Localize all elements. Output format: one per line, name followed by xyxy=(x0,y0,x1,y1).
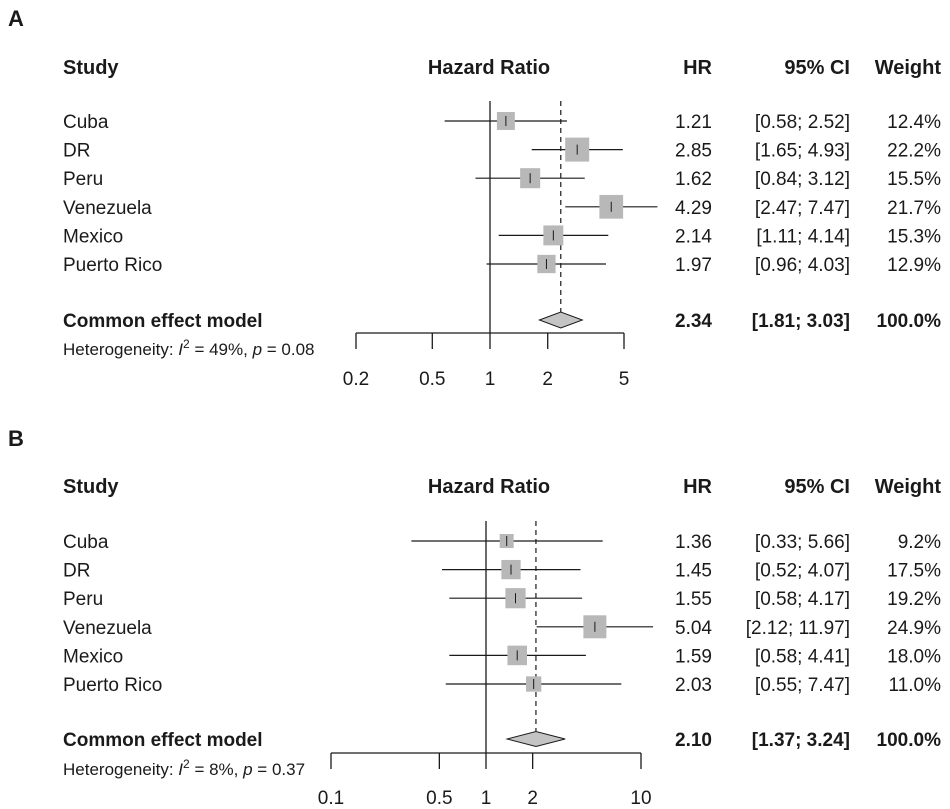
summary-weight-value: 100.0% xyxy=(877,311,942,332)
x-tick-label: 0.5 xyxy=(426,788,452,809)
summary-ci-value: [1.81; 3.03] xyxy=(752,311,850,332)
hr-value: 1.21 xyxy=(675,112,712,133)
header-study: Study xyxy=(63,476,119,498)
heterogeneity-text: Heterogeneity: I2 = 49%, p = 0.08 xyxy=(63,337,315,359)
ci-value: [0.84; 3.12] xyxy=(755,169,850,190)
heterogeneity-text: Heterogeneity: I2 = 8%, p = 0.37 xyxy=(63,757,305,779)
weight-value: 21.7% xyxy=(887,198,941,219)
study-name: DR xyxy=(63,141,90,162)
study-name: Cuba xyxy=(63,112,109,133)
study-name: Puerto Rico xyxy=(63,255,162,276)
i-squared-exponent: 2 xyxy=(183,757,190,771)
weight-value: 18.0% xyxy=(887,646,941,667)
heterogeneity-prefix: Heterogeneity: xyxy=(63,340,178,359)
weight-value: 11.0% xyxy=(889,675,942,696)
summary-hr-value: 2.10 xyxy=(675,730,712,751)
study-name: Venezuela xyxy=(63,618,152,639)
hr-value: 5.04 xyxy=(675,618,712,639)
hr-value: 1.97 xyxy=(675,255,712,276)
ci-value: [2.12; 11.97] xyxy=(746,618,850,639)
weight-value: 12.4% xyxy=(887,112,941,133)
forest-panel-a: A Study Hazard Ratio HR 95% CI Weight Cuba 1.21… xyxy=(8,6,941,390)
summary-label: Common effect model xyxy=(63,311,263,332)
header-weight: Weight xyxy=(875,476,942,498)
x-tick-label: 1 xyxy=(481,788,492,809)
weight-value: 24.9% xyxy=(887,618,941,639)
summary-weight-value: 100.0% xyxy=(877,730,942,751)
ci-value: [0.96; 4.03] xyxy=(755,255,850,276)
study-name: Mexico xyxy=(63,226,123,247)
weight-value: 15.5% xyxy=(887,169,941,190)
i-squared-symbol: I xyxy=(178,760,183,779)
ci-value: [0.58; 4.17] xyxy=(755,589,850,610)
hr-value: 1.59 xyxy=(675,646,712,667)
x-tick-label: 2 xyxy=(527,788,538,809)
hr-value: 1.62 xyxy=(675,169,712,190)
heterogeneity-prefix: Heterogeneity: xyxy=(63,760,178,779)
p-value: = 0.08 xyxy=(262,340,314,359)
x-tick-label: 10 xyxy=(630,788,651,809)
summary-diamond xyxy=(537,311,584,329)
panel-letter: A xyxy=(8,6,24,31)
hr-value: 2.85 xyxy=(675,141,712,162)
hr-value: 4.29 xyxy=(675,198,712,219)
x-tick-label: 1 xyxy=(485,369,496,390)
summary-label: Common effect model xyxy=(63,730,263,751)
study-name: Puerto Rico xyxy=(63,675,162,696)
weight-value: 9.2% xyxy=(898,532,941,553)
header-hazard-ratio: Hazard Ratio xyxy=(428,476,550,498)
summary-diamond xyxy=(505,730,566,748)
study-name: Peru xyxy=(63,169,103,190)
study-name: Cuba xyxy=(63,532,109,553)
header-ci: 95% CI xyxy=(784,476,850,498)
study-name: Venezuela xyxy=(63,198,152,219)
x-tick-label: 0.5 xyxy=(419,369,445,390)
i-squared-value: = 49%, xyxy=(190,340,253,359)
hr-value: 2.03 xyxy=(675,675,712,696)
summary-ci-value: [1.37; 3.24] xyxy=(752,730,850,751)
x-tick-label: 2 xyxy=(542,369,553,390)
ci-value: [1.65; 4.93] xyxy=(755,141,850,162)
header-ci: 95% CI xyxy=(784,57,850,79)
weight-value: 22.2% xyxy=(887,141,941,162)
ci-value: [0.33; 5.66] xyxy=(755,532,850,553)
ci-value: [2.47; 7.47] xyxy=(755,198,850,219)
header-hr: HR xyxy=(683,57,712,79)
header-study: Study xyxy=(63,57,119,79)
hr-value: 2.14 xyxy=(675,226,712,247)
panel-letter: B xyxy=(8,426,24,451)
hr-value: 1.36 xyxy=(675,532,712,553)
header-hazard-ratio: Hazard Ratio xyxy=(428,57,550,79)
weight-value: 19.2% xyxy=(887,589,941,610)
ci-value: [0.58; 4.41] xyxy=(755,646,850,667)
study-name: DR xyxy=(63,561,90,582)
weight-value: 15.3% xyxy=(887,226,941,247)
weight-value: 17.5% xyxy=(887,561,941,582)
hr-value: 1.45 xyxy=(675,561,712,582)
ci-value: [0.58; 2.52] xyxy=(755,112,850,133)
forest-panel-b: B Study Hazard Ratio HR 95% CI Weight Cuba 1.36… xyxy=(8,426,941,809)
p-symbol: p xyxy=(252,340,262,359)
study-name: Peru xyxy=(63,589,103,610)
ci-value: [1.11; 4.14] xyxy=(756,226,850,247)
x-tick-label: 5 xyxy=(619,369,630,390)
weight-value: 12.9% xyxy=(887,255,941,276)
hr-value: 1.55 xyxy=(675,589,712,610)
x-tick-label: 0.2 xyxy=(343,369,369,390)
i-squared-value: = 8%, xyxy=(190,760,243,779)
i-squared-symbol: I xyxy=(178,340,183,359)
x-tick-label: 0.1 xyxy=(318,788,344,809)
ci-value: [0.52; 4.07] xyxy=(755,561,850,582)
p-symbol: p xyxy=(242,760,252,779)
summary-hr-value: 2.34 xyxy=(675,311,712,332)
header-weight: Weight xyxy=(875,57,942,79)
header-hr: HR xyxy=(683,476,712,498)
study-name: Mexico xyxy=(63,646,123,667)
p-value: = 0.37 xyxy=(253,760,305,779)
ci-value: [0.55; 7.47] xyxy=(755,675,850,696)
i-squared-exponent: 2 xyxy=(183,337,190,351)
